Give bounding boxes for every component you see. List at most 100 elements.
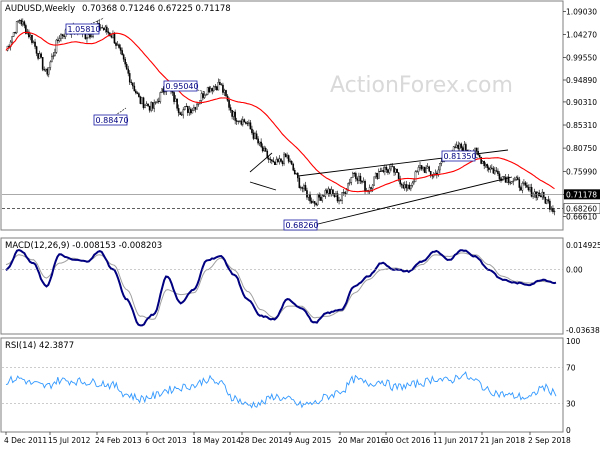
price-candle-body [284, 153, 287, 158]
price-candle-body [266, 150, 269, 159]
price-candle-body [315, 203, 317, 206]
price-candle-body [202, 93, 204, 98]
price-candle-body [145, 103, 148, 106]
price-candle-body [329, 188, 331, 195]
price-candle-body [506, 176, 508, 183]
price-candle-body [151, 102, 154, 109]
price-candle-body [86, 37, 88, 40]
annotation-box [93, 114, 128, 126]
price-candle-body [293, 169, 296, 175]
price-candle-body [326, 190, 328, 194]
price-candle-body [240, 120, 243, 125]
price-candle-body [481, 161, 484, 164]
price-candle-body [521, 183, 524, 191]
price-candle-body [489, 167, 492, 170]
price-candle-body [417, 167, 420, 172]
price-candle-body [371, 184, 374, 189]
price-candle-body [301, 187, 304, 189]
price-ytick-label: 0.71178 [566, 190, 597, 199]
price-candle-body [49, 61, 52, 68]
price-candle-body [388, 168, 391, 173]
price-candle-body [99, 27, 102, 29]
price-candle-body [61, 34, 64, 37]
price-candle-body [390, 166, 392, 170]
price-candle-body [157, 100, 160, 102]
price-candle-body [458, 143, 461, 149]
price-candle-body [362, 180, 365, 183]
price-candle-body [60, 34, 62, 39]
annotation-label: 0.81350 [444, 152, 477, 161]
price-candle-body [174, 98, 177, 102]
price-candle-body [107, 31, 110, 34]
price-candle-body [454, 146, 456, 148]
price-candle-body [237, 120, 240, 122]
price-candle-body [252, 132, 255, 139]
price-candle-body [286, 155, 288, 158]
price-candle-body [15, 21, 18, 34]
macd-line [5, 249, 557, 327]
price-candle-body [194, 107, 197, 110]
price-candle-body [216, 86, 218, 91]
price-candle-body [345, 189, 348, 194]
x-tick-label: 11 Jun 2017 [433, 436, 478, 445]
price-candle-body [260, 141, 262, 147]
price-candle-body [515, 177, 518, 180]
annotation-box [163, 80, 198, 92]
price-ytick-label: 0.94890 [566, 76, 597, 85]
watermark: ActionForex.com [330, 73, 513, 98]
price-candle-body [38, 53, 41, 59]
price-candle-body [523, 182, 525, 184]
price-candle-body [190, 108, 192, 114]
price-ytick-label: 0.75990 [566, 167, 597, 176]
price-candle-body [318, 194, 320, 198]
price-candle-body [335, 193, 337, 197]
macd-panel-frame [0, 237, 564, 335]
price-candle-body [455, 144, 458, 148]
current-price-tag [564, 189, 600, 200]
price-candle-body [324, 190, 327, 197]
price-candle-body [142, 97, 145, 108]
price-candle-body [364, 180, 366, 192]
price-candle-body [465, 144, 467, 151]
price-candle-body [40, 53, 42, 58]
price-candle-body [549, 200, 551, 210]
price-candle-body [359, 175, 362, 182]
price-candle-body [512, 180, 515, 182]
price-candle-body [332, 189, 334, 194]
price-candle-body [225, 90, 227, 97]
price-candle-body [397, 172, 400, 179]
price-candle-body [63, 35, 65, 37]
price-candle-body [113, 33, 116, 44]
price-candle-body [552, 208, 554, 212]
price-candle-body [336, 193, 339, 202]
price-candle-body [128, 73, 131, 83]
price-candle-body [281, 161, 284, 165]
x-tick-label: 24 Feb 2013 [95, 436, 142, 445]
price-candle-body [321, 195, 324, 201]
price-candle-body [289, 160, 291, 162]
price-candle-body [501, 176, 504, 181]
price-candle-body [248, 122, 250, 124]
price-candle-body [355, 173, 357, 179]
price-candle-body [327, 188, 330, 194]
axis-layer: 0.66610 0.71178 0.75990 0.80750 0.85310 0.903… [4, 8, 600, 445]
price-candle-body [344, 192, 346, 194]
price-candle-body [387, 169, 389, 173]
price-candle-body [211, 88, 214, 91]
price-candle-body [358, 175, 360, 181]
price-ytick-label: 0.90310 [566, 98, 597, 107]
macd-title: MACD(12,26,9) -0.008153 -0.008203 [5, 241, 162, 251]
price-candle-body [410, 185, 412, 190]
price-candle-body [212, 86, 215, 91]
price-candle-body [125, 63, 128, 70]
price-ytick-label: 0.85310 [566, 121, 597, 130]
price-ytick-label: 0.80750 [566, 144, 597, 153]
price-candle-body [258, 141, 261, 144]
price-candle-body [520, 187, 522, 191]
annotation-label: 0.88470 [96, 116, 129, 125]
price-candle-body [518, 179, 521, 188]
price-candle-body [182, 109, 185, 116]
rsi-ytick-label: 0 [566, 426, 571, 435]
annotation-label: 0.95040 [166, 82, 199, 91]
price-candle-body [43, 69, 45, 71]
